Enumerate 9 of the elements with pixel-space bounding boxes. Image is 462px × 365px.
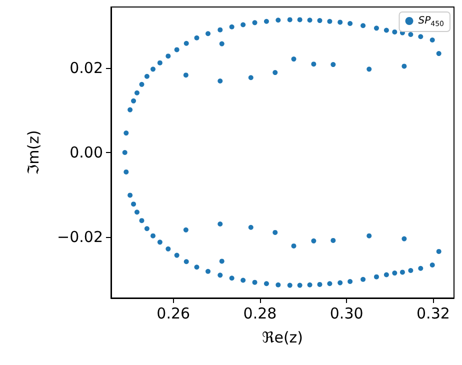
- y-tick-label: 0.02: [70, 58, 103, 77]
- x-tick-label: 0.30: [330, 304, 364, 322]
- x-tick-label: 0.32: [416, 304, 450, 322]
- x-tick-label: 0.28: [243, 304, 277, 322]
- x-axis-title: ℜe(z): [262, 328, 304, 346]
- y-tick-label: 0.00: [70, 144, 103, 162]
- y-axis-title: ℑm(z): [24, 130, 42, 175]
- y-tick-label: −0.02: [57, 228, 103, 246]
- x-tick-label: 0.26: [156, 304, 190, 322]
